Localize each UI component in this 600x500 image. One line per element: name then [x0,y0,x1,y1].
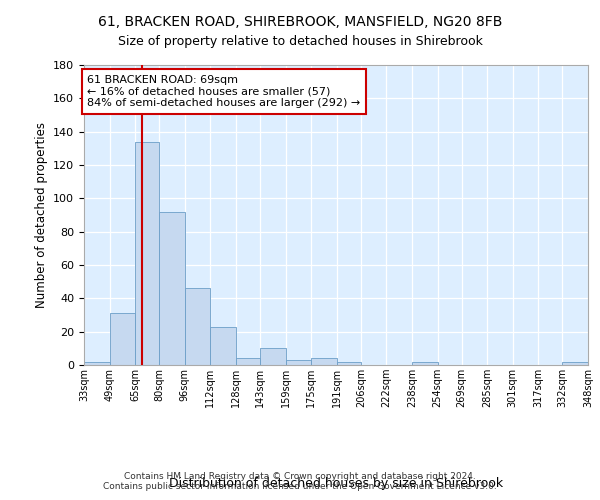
Bar [286,360,311,365]
Bar [337,362,361,365]
Text: 61 BRACKEN ROAD: 69sqm
← 16% of detached houses are smaller (57)
84% of semi-det: 61 BRACKEN ROAD: 69sqm ← 16% of detached… [87,75,361,108]
Bar [211,326,236,365]
Bar [110,314,135,365]
Bar [185,288,211,365]
Bar [412,362,437,365]
Text: Contains public sector information licensed under the Open Government Licence v3: Contains public sector information licen… [103,482,497,491]
Bar [562,362,588,365]
Bar [84,362,110,365]
Bar [260,348,286,365]
X-axis label: Distribution of detached houses by size in Shirebrook: Distribution of detached houses by size … [169,476,503,490]
Bar [159,212,185,365]
Bar [236,358,260,365]
Y-axis label: Number of detached properties: Number of detached properties [35,122,47,308]
Text: Size of property relative to detached houses in Shirebrook: Size of property relative to detached ho… [118,35,482,48]
Text: 61, BRACKEN ROAD, SHIREBROOK, MANSFIELD, NG20 8FB: 61, BRACKEN ROAD, SHIREBROOK, MANSFIELD,… [98,15,502,29]
Bar [311,358,337,365]
Bar [135,142,159,365]
Text: Contains HM Land Registry data © Crown copyright and database right 2024.: Contains HM Land Registry data © Crown c… [124,472,476,481]
